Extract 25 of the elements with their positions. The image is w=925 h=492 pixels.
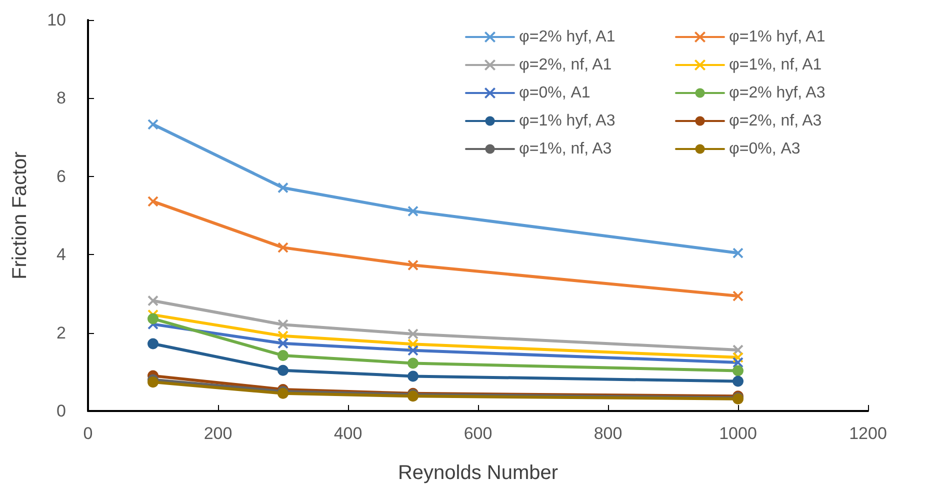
x-tick-label: 1200	[849, 424, 887, 443]
y-tick-label: 0	[56, 402, 66, 420]
legend-label: φ=1%, nf, A1	[729, 56, 822, 74]
y-tick-label: 8	[56, 88, 66, 108]
legend-label: φ=2% hyf, A3	[729, 84, 826, 102]
x-tick-label: 800	[594, 424, 622, 443]
y-axis-title: Friction Factor	[9, 151, 31, 280]
y-tick-label: 10	[47, 10, 66, 30]
x-tick-label: 0	[83, 424, 93, 443]
legend-label: φ=0%, A3	[729, 140, 800, 158]
legend-label: φ=0%, A1	[519, 84, 590, 102]
legend-label: φ=1%, nf, A3	[519, 140, 612, 158]
x-tick-label: 200	[204, 424, 232, 443]
x-tick-label: 400	[334, 424, 362, 443]
y-tick-label: 6	[56, 166, 66, 186]
y-tick-label: 4	[56, 245, 66, 264]
legend-label: φ=1% hyf, A1	[729, 28, 826, 46]
legend-label: φ=1% hyf, A3	[519, 112, 616, 130]
x-tick-label: 600	[464, 424, 492, 443]
x-axis-title: Reynolds Number	[398, 462, 558, 484]
legend-label: φ=2%, nf, A3	[729, 112, 822, 130]
y-tick-label: 2	[56, 323, 66, 342]
x-tick-label: 1000	[719, 424, 757, 443]
legend-label: φ=2% hyf, A1	[519, 28, 616, 46]
legend-label: φ=2%, nf, A1	[519, 56, 612, 74]
